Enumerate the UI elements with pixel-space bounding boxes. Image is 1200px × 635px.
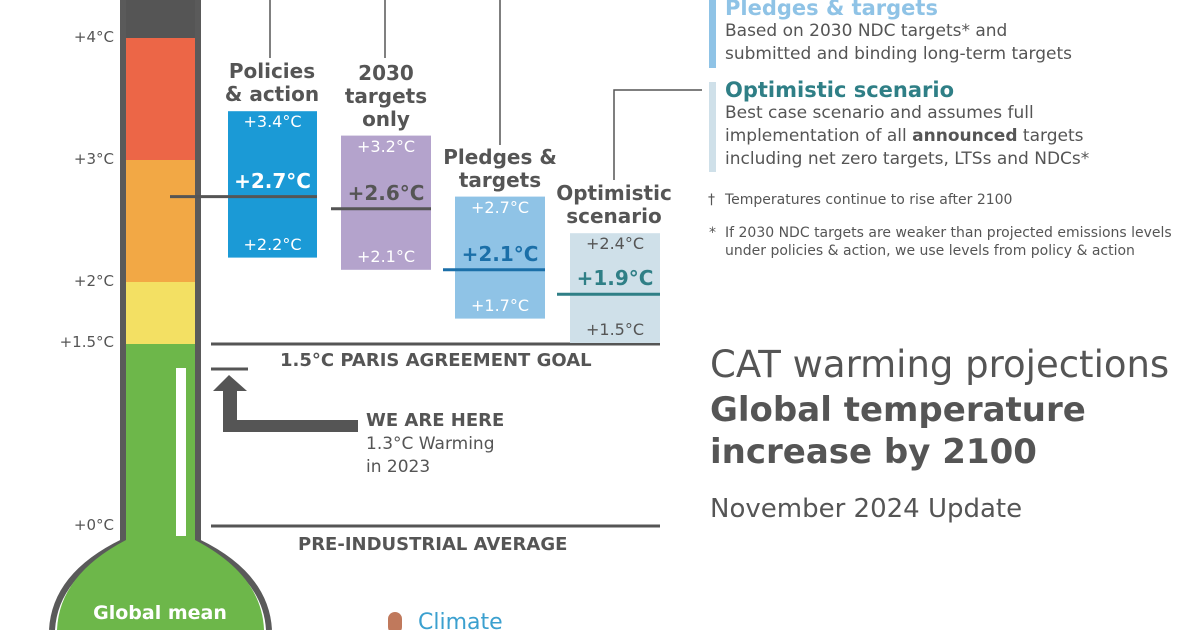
legend-optimistic-line1: Best case scenario and assumes full [725,103,1034,123]
band-orange [126,160,195,282]
range-bar [570,233,660,343]
legend-pledges: Pledges & targets Based on 2030 NDC targ… [725,0,1072,66]
y-tick-label: +1.5°C [59,333,114,351]
y-tick-label: +4°C [73,28,114,46]
mercury-bar [176,368,186,536]
category-line: Policies [228,59,316,83]
dagger-note: Temperatures continue to rise after 2100 [725,192,1013,208]
y-tick-label: +3°C [73,150,114,168]
category-line: Optimistic [556,181,672,205]
star-note-line: under policies & action, we use levels f… [725,243,1135,259]
subtitle-line2: increase by 2100 [710,432,1037,472]
legend-optimistic-title: Optimistic scenario [725,78,954,102]
logo-text: Climate [418,610,503,635]
connector-c4 [613,89,702,180]
star-mark: * [709,225,716,241]
legend-emphasis: announced [912,126,1018,146]
update-label: November 2024 Update [710,494,1023,524]
category-line: & action [224,82,320,106]
bar-low-label: +1.5°C [585,320,645,339]
bulb [57,540,264,630]
bar-high-label: +3.2°C [356,136,416,156]
bar-median-label: +2.7°C [234,168,311,193]
range-bar [455,196,545,319]
bar-low-label: +2.1°C [356,246,416,266]
y-tick-label: +0°C [73,516,114,534]
band-red [126,38,195,160]
bar-median-label: +2.1°C [461,241,539,266]
category-heading-2030: 2030 targets only [324,62,448,131]
legend-optimistic: Optimistic scenario Best case scenario a… [725,78,1089,171]
bar-low-label: +2.2°C [243,234,302,254]
bar-high-label: +3.4°C [243,112,302,132]
legend-pledges-line2: submitted and binding long-term targets [725,44,1072,64]
category-line: targets [458,168,542,192]
legend-text: targets [1017,126,1084,146]
legend-optimistic-line3: including net zero targets, LTSs and NDC… [725,149,1090,169]
range-bars [170,111,660,343]
we-are-here-title: WE ARE HERE [366,410,505,431]
paris-goal-label: 1.5°C PARIS AGREEMENT GOAL [280,350,592,371]
bar-low-label: +1.7°C [470,295,530,315]
bar-high-label: +2.4°C [585,234,645,254]
we-are-here-line2: in 2023 [366,457,431,477]
legend-pledges-swatch [709,0,716,68]
legend-optimistic-swatch [709,82,716,172]
star-note-line: If 2030 NDC targets are weaker than proj… [725,225,1172,241]
category-line: Pledges & [443,145,557,169]
category-line: targets [344,84,428,108]
legend-pledges-title: Pledges & targets [725,0,938,20]
category-line: scenario [566,204,662,228]
legend-text: implementation of all [725,126,913,146]
category-heading-optimistic: Optimistic scenario [544,182,684,228]
band-dark [126,0,195,38]
dagger-mark: † [708,192,715,208]
category-line: only [362,107,410,131]
we-are-here-arrow [213,375,358,432]
range-bar [228,111,317,258]
legend-pledges-line1: Based on 2030 NDC targets* and [725,21,1008,41]
category-line: 2030 [358,61,414,85]
main-title: CAT warming projections [710,343,1170,386]
band-yellow [126,282,195,344]
logo-icon [388,612,402,630]
bar-median-label: +2.6°C [347,180,425,205]
category-heading-pledges: Pledges & targets [430,146,570,192]
we-are-here-line1: 1.3°C Warming [366,434,495,454]
y-tick-label: +2°C [73,272,114,290]
bar-median-label: +1.9°C [576,266,654,291]
preindustrial-label: PRE-INDUSTRIAL AVERAGE [298,534,568,555]
bulb-label: Global mean [93,602,227,624]
range-bar [341,135,431,270]
category-heading-policies: Policies & action [210,60,334,106]
legend-optimistic-line2: implementation of all announced targets [725,125,1089,148]
star-note: If 2030 NDC targets are weaker than proj… [725,224,1172,260]
subtitle-line1: Global temperature [710,390,1086,430]
bar-high-label: +2.7°C [470,197,530,217]
